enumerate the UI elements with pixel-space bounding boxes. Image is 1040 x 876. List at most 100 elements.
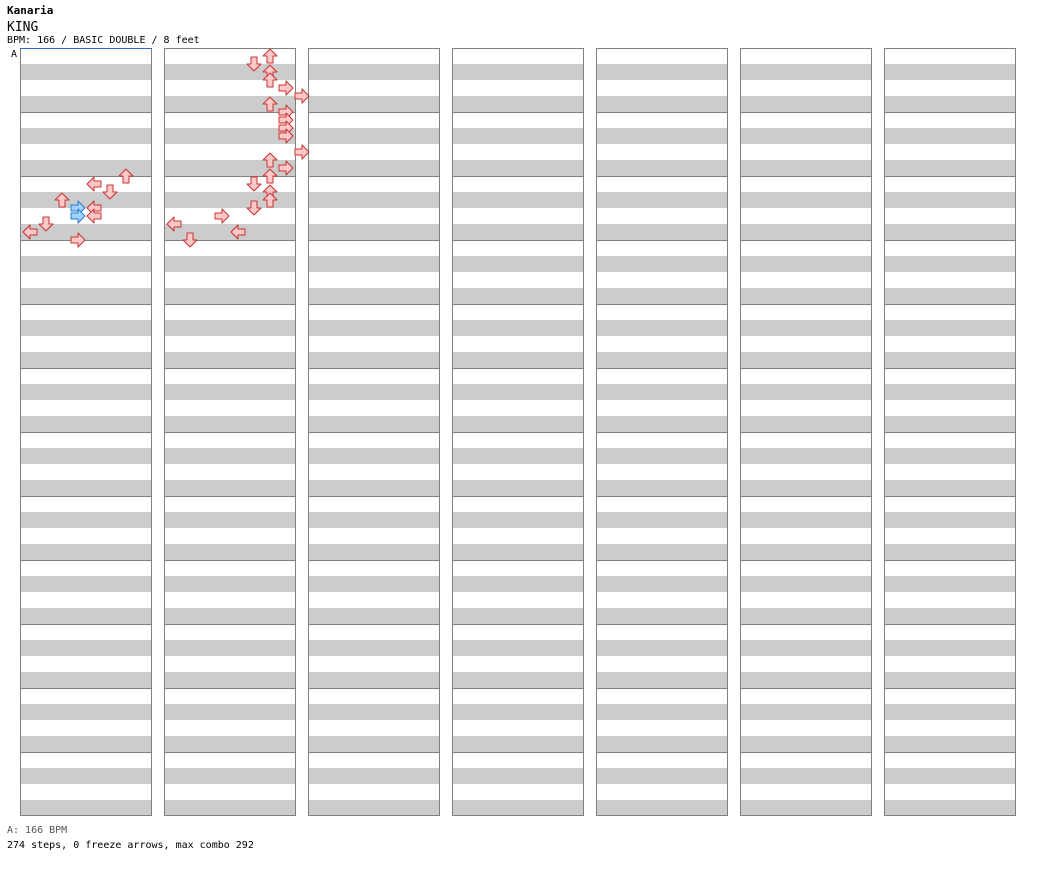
beat-band — [884, 336, 1016, 352]
beat-band — [164, 624, 296, 640]
beat-band — [596, 528, 728, 544]
beat-band — [452, 576, 584, 592]
beat-band — [740, 768, 872, 784]
beat-band — [740, 496, 872, 512]
beat-band — [596, 192, 728, 208]
beat-band — [452, 544, 584, 560]
beat-band — [740, 416, 872, 432]
beat-band — [20, 464, 152, 480]
beat-band — [308, 528, 440, 544]
beat-band — [740, 608, 872, 624]
beat-band — [740, 480, 872, 496]
beat-band — [452, 416, 584, 432]
beat-band — [596, 624, 728, 640]
beat-band — [740, 672, 872, 688]
beat-band — [884, 480, 1016, 496]
chart-column-4 — [452, 48, 584, 816]
beat-band — [740, 624, 872, 640]
beat-band — [20, 608, 152, 624]
beat-band — [452, 688, 584, 704]
beat-band — [884, 192, 1016, 208]
beat-band — [308, 768, 440, 784]
beat-band — [884, 128, 1016, 144]
beat-band — [308, 688, 440, 704]
beat-band — [452, 112, 584, 128]
chart-column-6 — [740, 48, 872, 816]
beat-band — [20, 688, 152, 704]
step-arrow-left — [230, 224, 246, 240]
beat-band — [308, 48, 440, 64]
beat-band — [308, 128, 440, 144]
beat-band — [308, 400, 440, 416]
beat-band — [164, 528, 296, 544]
song-title: KING — [7, 20, 39, 35]
beat-band — [308, 784, 440, 800]
beat-band — [740, 272, 872, 288]
beat-band — [20, 96, 152, 112]
beat-band — [884, 752, 1016, 768]
beat-band — [308, 480, 440, 496]
beat-band — [596, 304, 728, 320]
artist-name: Kanaria — [7, 4, 54, 17]
beat-band — [164, 240, 296, 256]
beat-band — [308, 800, 440, 816]
step-arrow-down — [246, 200, 262, 216]
beat-band — [20, 544, 152, 560]
beat-band — [308, 112, 440, 128]
beat-band — [20, 592, 152, 608]
beat-band — [20, 256, 152, 272]
beat-band — [596, 544, 728, 560]
beat-band — [596, 112, 728, 128]
bpm-marker-label: A — [11, 49, 17, 60]
beat-band — [20, 800, 152, 816]
beat-band — [884, 672, 1016, 688]
step-arrow-right — [70, 208, 86, 224]
beat-band — [308, 496, 440, 512]
beat-band — [452, 240, 584, 256]
beat-band — [596, 688, 728, 704]
beat-band — [884, 48, 1016, 64]
beat-band — [20, 240, 152, 256]
beat-band — [452, 384, 584, 400]
beat-band — [884, 112, 1016, 128]
beat-band — [884, 576, 1016, 592]
beat-band — [164, 368, 296, 384]
beat-band — [596, 672, 728, 688]
beat-band — [596, 560, 728, 576]
beat-band — [884, 512, 1016, 528]
step-arrow-up — [262, 48, 278, 64]
beat-band — [740, 800, 872, 816]
chart-background — [20, 48, 1016, 816]
beat-band — [884, 784, 1016, 800]
beat-band — [20, 480, 152, 496]
beat-band — [20, 80, 152, 96]
beat-band — [164, 560, 296, 576]
beat-band — [884, 160, 1016, 176]
beat-band — [596, 592, 728, 608]
beat-band — [884, 96, 1016, 112]
beat-band — [596, 384, 728, 400]
beat-band — [164, 800, 296, 816]
beat-band — [452, 320, 584, 336]
beat-band — [164, 544, 296, 560]
beat-band — [164, 304, 296, 320]
beat-band — [596, 288, 728, 304]
beat-band — [596, 64, 728, 80]
beat-band — [884, 288, 1016, 304]
beat-band — [452, 640, 584, 656]
beat-band — [452, 352, 584, 368]
beat-band — [20, 704, 152, 720]
beat-band — [452, 528, 584, 544]
beat-band — [164, 384, 296, 400]
beat-band — [164, 576, 296, 592]
beat-band — [596, 128, 728, 144]
beat-band — [164, 784, 296, 800]
beat-band — [164, 688, 296, 704]
beat-band — [164, 736, 296, 752]
beat-band — [884, 176, 1016, 192]
beat-band — [596, 464, 728, 480]
beat-band — [740, 256, 872, 272]
beat-band — [20, 304, 152, 320]
beat-band — [20, 64, 152, 80]
beat-band — [740, 400, 872, 416]
